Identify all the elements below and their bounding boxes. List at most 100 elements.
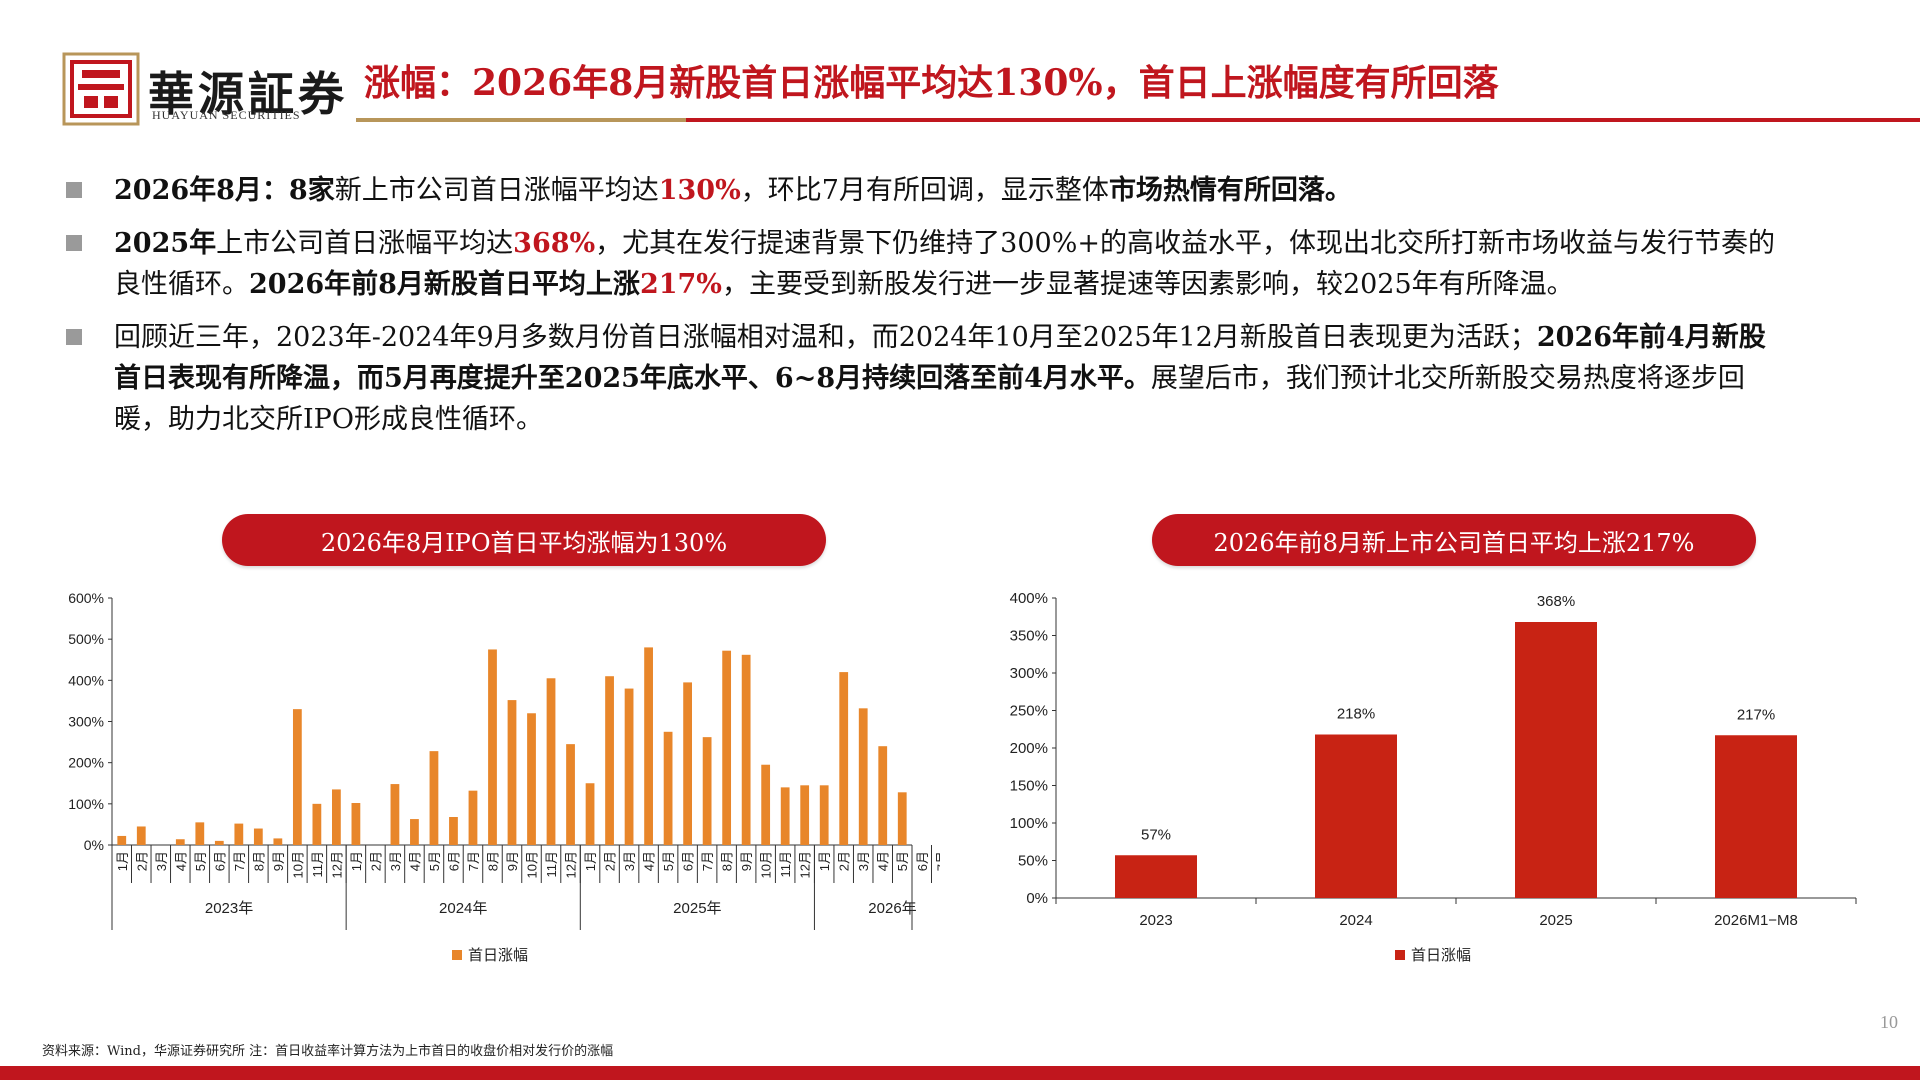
bar — [136, 826, 146, 845]
y-tick-label: 100% — [68, 796, 104, 812]
data-label: 218% — [1337, 706, 1375, 723]
x-tick-label: 4月 — [173, 851, 188, 871]
y-tick-label: 100% — [1010, 815, 1048, 832]
x-tick-label: 11月 — [544, 851, 559, 878]
bullet-text: 217% — [639, 269, 722, 300]
x-tick-label: 1月 — [115, 851, 130, 871]
annual-first-day-return-chart: 0% 50% 100% 150% 200% 250% 300% 350% 400% 57% 2023… — [1010, 590, 1857, 964]
x-tick-label: 4月 — [407, 851, 422, 871]
bar — [234, 823, 244, 845]
x-tick-label: 2026M1−M8 — [1714, 912, 1798, 929]
bar — [1515, 622, 1597, 898]
title-rule-accent — [356, 118, 686, 122]
bar — [332, 789, 341, 845]
bullet-item: 2025年上市公司首日涨幅平均达368%，尤其在发行提速背景下仍维持了300%+… — [62, 223, 1782, 305]
bullet-text: 2026年8月：8家 — [114, 175, 335, 206]
x-tick-label: 5月 — [895, 851, 910, 871]
x-tick-label: 3月 — [154, 851, 169, 871]
x-tick-label: 8月 — [485, 851, 500, 871]
bar — [488, 649, 497, 845]
bar — [195, 822, 205, 845]
x-tick-label: 1月 — [817, 851, 832, 871]
x-tick-label: 10月 — [759, 851, 774, 878]
x-tick-label: 4月 — [876, 851, 891, 871]
bar — [819, 785, 829, 845]
bullet-square-icon — [66, 235, 82, 251]
y-tick-label: 0% — [1026, 890, 1048, 907]
bullet-square-icon — [66, 182, 82, 198]
bullet-text: 2026年前4月新股首日表现有所降温，而5月再度提升至2025年底水平、6~8月… — [114, 322, 1766, 394]
bar — [1715, 735, 1797, 898]
page-number: 10 — [1880, 1012, 1898, 1032]
bar — [546, 678, 556, 845]
x-tick-label: 10月 — [290, 851, 305, 878]
x-tick-label: 11月 — [310, 851, 325, 878]
bar — [800, 785, 810, 845]
bullet-text: 市场热情有所回落。 — [1108, 175, 1352, 206]
footer-bar — [0, 1066, 1920, 1080]
bar — [605, 676, 614, 845]
group-label: 2024年 — [439, 900, 487, 917]
x-tick-label: 12月 — [798, 851, 813, 878]
y-tick-label: 300% — [1010, 665, 1048, 682]
bar — [390, 784, 400, 845]
bullet-text: ，尤其在发行提速背景下仍维持了300%+的高收益水平，体现出北交所打新市场收益与… — [114, 228, 1775, 300]
bar — [1115, 855, 1197, 898]
bar — [292, 709, 302, 845]
bar — [410, 819, 419, 845]
bar — [878, 746, 888, 845]
chart2-title: 2026年前8月新上市公司首日平均上涨217% — [1152, 514, 1756, 566]
data-label: 217% — [1737, 706, 1775, 723]
bullet-text: 上市公司首日涨幅平均达 — [216, 228, 514, 259]
bar — [741, 654, 751, 845]
chart1-title: 2026年8月IPO首日平均涨幅为130% — [222, 514, 826, 566]
bar — [858, 708, 868, 845]
bullet-text: ，主要受到新股发行进一步显著提速等因素影响，较2025年有所降温。 — [721, 269, 1574, 300]
x-tick-label: 3月 — [856, 851, 871, 871]
data-label: 368% — [1537, 593, 1575, 610]
x-tick-label: 5月 — [427, 851, 442, 871]
x-tick-label: 3月 — [622, 851, 637, 871]
x-tick-label: 4月 — [642, 851, 657, 871]
x-tick-label: 2月 — [134, 851, 149, 871]
bullet-text: 展望后市，我们预计北交所新股交易热度将逐步回暖，助力北交所IPO形成良性循环。 — [114, 363, 1745, 435]
y-tick-label: 600% — [68, 590, 104, 606]
x-tick-label: 6月 — [681, 851, 696, 871]
y-tick-label: 500% — [68, 631, 104, 647]
x-tick-label: 6月 — [212, 851, 227, 871]
x-tick-label: 2024 — [1339, 912, 1372, 929]
bar — [527, 713, 536, 845]
bar — [214, 840, 224, 845]
monthly-first-day-return-chart: 0%100%200%300%400%500%600%1月 2月 3月 4月 5月 6月 7月… — [68, 590, 940, 964]
x-tick-label: 6月 — [915, 851, 930, 871]
bar — [761, 764, 771, 845]
bar — [585, 783, 595, 845]
x-tick-label: 2025 — [1539, 912, 1572, 929]
y-tick-label: 200% — [68, 755, 104, 771]
x-tick-label: 1月 — [583, 851, 598, 871]
bullet-text: 新上市公司首日涨幅平均达 — [334, 175, 659, 206]
legend-swatch — [1395, 950, 1405, 960]
bar — [722, 650, 732, 845]
legend-label: 首日涨幅 — [1411, 947, 1471, 964]
bullet-text: 130% — [658, 175, 741, 206]
huayuan-logo-icon — [62, 52, 140, 126]
x-tick-label: 1月 — [349, 851, 364, 871]
bar — [117, 835, 127, 845]
x-tick-label: 8月 — [251, 851, 266, 871]
group-label: 2023年 — [205, 900, 253, 917]
bar — [429, 751, 439, 845]
source-note: 资料来源：Wind，华源证券研究所 注：首日收益率计算方法为上市首日的收盘价相对… — [42, 1044, 614, 1059]
brand-name: 華源証券 — [148, 67, 348, 121]
bar — [449, 817, 458, 845]
data-label: 57% — [1141, 826, 1171, 843]
legend-label: 首日涨幅 — [468, 947, 528, 964]
x-tick-label: 7月 — [700, 851, 715, 871]
bar — [1315, 734, 1397, 898]
x-tick-label: 9月 — [739, 851, 754, 871]
y-tick-label: 350% — [1010, 628, 1048, 645]
bar — [507, 700, 517, 845]
bar — [566, 744, 575, 845]
x-tick-label: 5月 — [661, 851, 676, 871]
y-tick-label: 0% — [84, 837, 104, 853]
